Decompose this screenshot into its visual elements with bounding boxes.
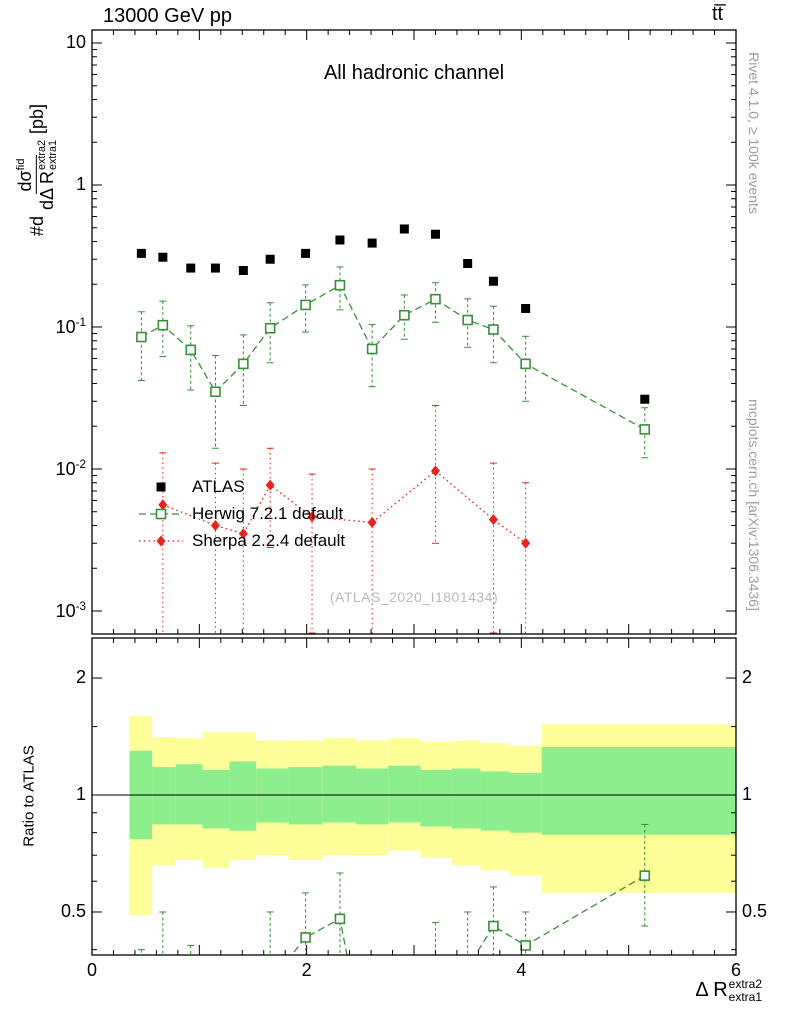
beam-energy-label: 13000 GeV pp [103, 5, 232, 27]
sherpa-diamond-icon [137, 532, 185, 550]
herwig-open-square-icon [137, 505, 185, 523]
ylabel-units: [pb] [26, 103, 47, 134]
ylabel-prefix: #d [26, 216, 47, 237]
legend-label-atlas: ATLAS [192, 476, 245, 496]
plot-title: All hadronic channel [323, 62, 505, 84]
legend-item-atlas: ATLAS [137, 473, 345, 500]
legend-label-sherpa: Sherpa 2.2.4 default [192, 530, 346, 550]
atlas-filled-square-icon [137, 478, 185, 496]
legend-item-sherpa: Sherpa 2.2.4 default [137, 527, 345, 554]
legend-item-herwig: Herwig 7.2.1 default [137, 500, 345, 527]
analysis-watermark: (ATLAS_2020_I1801434) [329, 589, 499, 605]
ratio-y-axis-label: Ratio to ATLAS [20, 745, 38, 847]
mcplots-reference-label: mcplots.cern.ch [arXiv:1306.3436] [746, 399, 762, 611]
ylabel-numerator: dσfid [14, 155, 37, 195]
rivet-version-label: Rivet 4.1.0, ≥ 100k events [746, 52, 762, 214]
legend: ATLAS Herwig 7.2.1 default Sherpa 2.2.4 … [137, 473, 345, 554]
process-label: tt̅ [712, 3, 724, 25]
legend-label-herwig: Herwig 7.2.1 default [192, 503, 344, 523]
